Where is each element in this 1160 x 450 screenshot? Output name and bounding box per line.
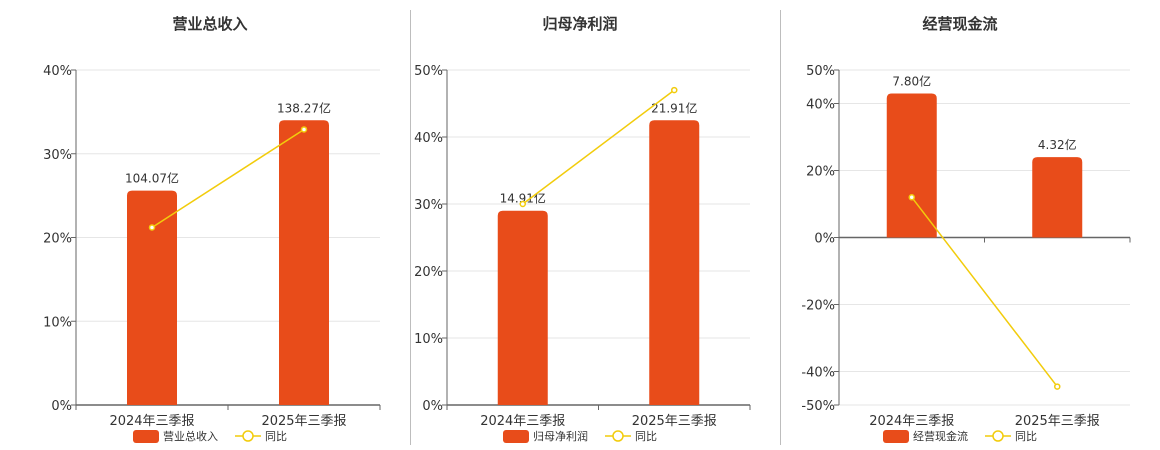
- y-tick-label: 40%: [43, 64, 72, 79]
- bar-2025: [1032, 157, 1083, 238]
- bar-2025: [279, 120, 329, 405]
- legend-line-label: 同比: [265, 430, 287, 443]
- y-tick-label: 0%: [422, 399, 443, 414]
- y-tick-label: -50%: [801, 399, 835, 414]
- bar-2024: [127, 190, 177, 405]
- chart-title: 营业总收入: [172, 15, 247, 33]
- x-tick-label: 2025年三季报: [1015, 414, 1100, 429]
- y-tick-label: 40%: [806, 98, 835, 113]
- yoy-point: [519, 200, 526, 208]
- legend-bar-label: 营业总收入: [163, 429, 218, 443]
- legend-line-marker: [992, 430, 1004, 442]
- panel-divider: [410, 10, 411, 445]
- y-tick-label: 20%: [43, 232, 72, 247]
- bar-2025: [649, 120, 700, 405]
- yoy-point: [1054, 383, 1061, 390]
- y-tick-label: -40%: [801, 366, 835, 381]
- x-tick-label: 2024年三季报: [109, 414, 194, 429]
- yoy-point: [300, 126, 308, 133]
- legend-bar-swatch: [883, 430, 909, 443]
- y-tick-label: 20%: [414, 265, 443, 280]
- x-tick-label: 2024年三季报: [869, 414, 954, 429]
- chart-panel-revenue: 营业总收入 0% 10% 20% 30% 40% 2024年三季报 2025年三季报 104.0…: [0, 0, 400, 450]
- data-label: 138.27亿: [277, 100, 331, 115]
- panel-divider: [780, 10, 781, 445]
- legend-line-label: 同比: [635, 430, 657, 443]
- y-tick-label: 50%: [806, 64, 835, 79]
- yoy-line: [151, 128, 305, 229]
- yoy-line: [911, 196, 1058, 388]
- x-tick-label: 2025年三季报: [261, 414, 346, 429]
- y-tick-label: 10%: [414, 332, 443, 347]
- revenue-chart: 营业总收入 0% 10% 20% 30% 40% 2024年三季报 2025年三季报 104.0…: [43, 15, 381, 443]
- yoy-point: [908, 194, 915, 201]
- y-tick-label: 30%: [43, 148, 72, 163]
- yoy-point: [148, 224, 156, 231]
- legend-bar-label: 归母净利润: [533, 429, 588, 443]
- cash-flow-chart: 经营现金流 -50% -40% -20% 0% 20% 40% 50% 2024年三季报 2025…: [801, 15, 1131, 443]
- legend-line-marker: [242, 430, 254, 442]
- legend-bar-swatch: [133, 430, 159, 443]
- chart-title: 归母净利润: [542, 15, 617, 33]
- y-tick-label: -20%: [801, 299, 835, 314]
- data-label: 7.80亿: [892, 73, 931, 88]
- y-tick-label: 50%: [414, 64, 443, 79]
- yoy-line: [522, 89, 675, 205]
- data-label: 21.91亿: [651, 100, 697, 115]
- bar-2024: [497, 210, 548, 405]
- y-tick-label: 10%: [43, 315, 72, 330]
- x-tick-label: 2025年三季报: [632, 414, 717, 429]
- y-tick-label: 0%: [51, 399, 72, 414]
- y-tick-label: 30%: [414, 198, 443, 213]
- legend-bar-swatch: [503, 430, 529, 443]
- y-tick-label: 0%: [814, 232, 835, 247]
- chart-title: 经营现金流: [922, 15, 997, 33]
- legend-line-marker: [612, 430, 624, 442]
- data-label: 4.32亿: [1038, 137, 1077, 152]
- chart-panel-net-profit: 归母净利润 0% 10% 20% 30% 40% 50% 2024年三季报 2025年三季报 14…: [410, 0, 780, 450]
- yoy-point: [671, 86, 678, 94]
- x-tick-label: 2024年三季报: [480, 414, 565, 429]
- y-tick-label: 40%: [414, 131, 443, 146]
- y-tick-label: 20%: [806, 165, 835, 180]
- bar-2024: [886, 93, 937, 238]
- chart-panel-cash-flow: 经营现金流 -50% -40% -20% 0% 20% 40% 50% 2024年三季报 2025…: [780, 0, 1160, 450]
- legend-bar-label: 经营现金流: [913, 429, 968, 443]
- legend-line-label: 同比: [1015, 430, 1037, 443]
- data-label: 104.07亿: [125, 171, 179, 186]
